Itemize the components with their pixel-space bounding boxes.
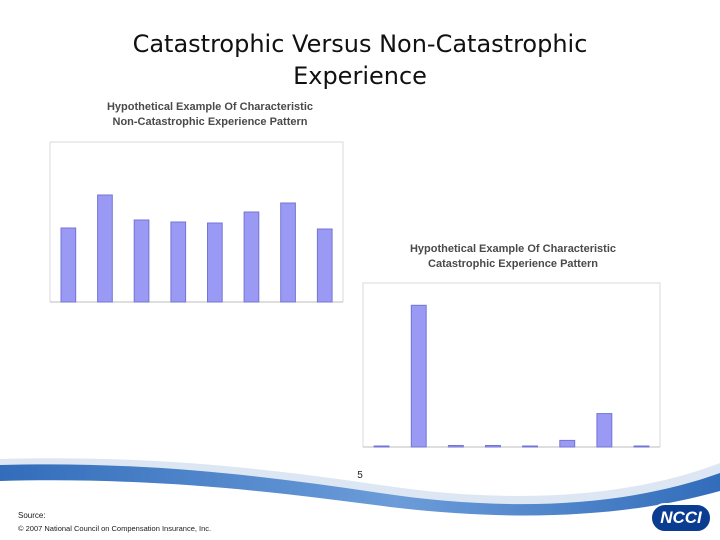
chart-1-bar-4 xyxy=(170,221,187,303)
chart-1-bar-2 xyxy=(97,194,113,303)
chart-1-bar-6 xyxy=(243,211,260,303)
chart-1-bar-5 xyxy=(207,222,223,303)
chart-2-bar-3 xyxy=(447,445,464,448)
chart-2-bar-8 xyxy=(633,445,650,448)
chart-2-bar-4 xyxy=(485,445,501,448)
chart-2-frame xyxy=(362,282,661,447)
slide-title: Catastrophic Versus Non-Catastrophic Exp… xyxy=(0,28,720,92)
chart-2-title-line-2: Catastrophic Experience Pattern xyxy=(428,258,598,270)
chart-2-title-line-1: Hypothetical Example Of Characteristic xyxy=(409,243,616,255)
chart-1-bar-8 xyxy=(316,228,333,303)
chart-2 xyxy=(362,282,661,448)
chart-2-bar-6 xyxy=(559,439,576,448)
ncci-logo: NCCI xyxy=(650,503,712,533)
chart-2-title: Hypothetical Example Of Characteristic C… xyxy=(363,242,663,272)
chart-1-bar-3 xyxy=(133,219,150,303)
chart-1-bar-7 xyxy=(280,202,296,303)
chart-1 xyxy=(49,141,344,303)
chart-2-bar-1 xyxy=(373,445,390,448)
source-label: Source: xyxy=(18,511,46,520)
footer-wave xyxy=(0,458,720,540)
chart-2-bar-2 xyxy=(410,304,427,448)
chart-1-frame xyxy=(49,141,344,302)
chart-1-title-line-1: Hypothetical Example Of Characteristic xyxy=(106,101,313,113)
chart-2-bar-5 xyxy=(522,445,538,448)
chart-2-bar-7 xyxy=(596,413,613,448)
chart-1-title-line-2: Non-Catastrophic Experience Pattern xyxy=(112,116,308,128)
copyright-text: © 2007 National Council on Compensation … xyxy=(18,524,212,533)
page-number: 5 xyxy=(357,470,363,481)
slide-title-line-1: Catastrophic Versus Non-Catastrophic xyxy=(132,30,588,58)
chart-1-bar-1 xyxy=(60,227,77,303)
chart-1-title: Hypothetical Example Of Characteristic N… xyxy=(60,100,360,130)
slide-title-line-2: Experience xyxy=(293,62,427,90)
